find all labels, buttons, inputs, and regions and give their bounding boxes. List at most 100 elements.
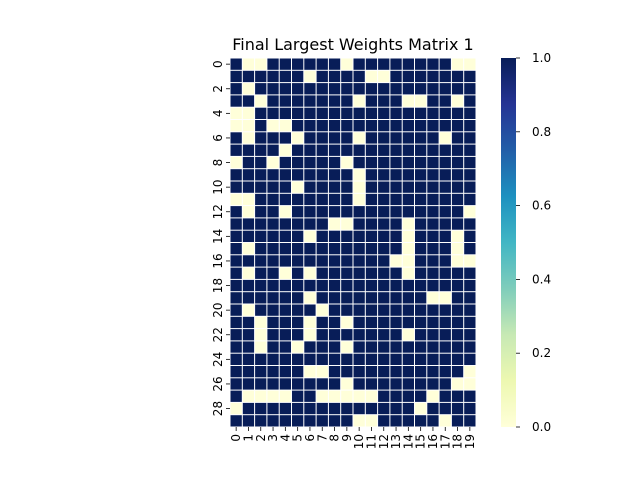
heatmap-cell [242,70,255,83]
heatmap-cell [427,304,439,316]
heatmap-cell [255,353,267,365]
heatmap-cell [255,255,267,267]
heatmap-cell [378,169,390,181]
heatmap-cell [427,230,439,242]
heatmap-cell [292,292,304,304]
heatmap-cell [279,366,291,378]
heatmap-cell [353,193,365,206]
heatmap-cell [230,156,242,169]
heatmap-cell [415,83,427,95]
heatmap-cell [365,255,378,267]
heatmap-cell [365,95,378,107]
heatmap-cell [390,415,402,427]
heatmap-cell [439,243,451,255]
heatmap-cell [267,243,279,255]
heatmap-cell [378,206,390,218]
heatmap-cell [279,169,291,181]
heatmap-cell [451,181,464,193]
heatmap-cell [341,169,353,181]
heatmap-cell [279,341,291,353]
heatmap-cell [415,144,427,156]
heatmap-cell [328,415,341,427]
heatmap-cell [341,255,353,267]
heatmap-cell [316,366,328,378]
heatmap-cell [341,267,353,279]
heatmap-cell [242,415,255,427]
heatmap-cell [439,70,451,83]
heatmap-cell [451,390,464,402]
heatmap-cell [451,304,464,316]
heatmap-cell [242,353,255,365]
heatmap-cell [378,58,390,70]
heatmap-cell [304,169,316,181]
heatmap-cell [415,120,427,132]
heatmap-cell [427,292,439,304]
heatmap-cell [439,120,451,132]
heatmap-cell [279,107,291,119]
heatmap-cell [328,58,341,70]
heatmap-cell [267,156,279,169]
heatmap-cell [292,181,304,193]
heatmap-cell [439,402,451,415]
heatmap-cell [365,366,378,378]
heatmap-cell [292,243,304,255]
heatmap-cell [316,341,328,353]
heatmap-cell [415,218,427,230]
heatmap-cell [242,144,255,156]
heatmap-cell [390,58,402,70]
heatmap-cell [255,329,267,341]
heatmap-cell [415,316,427,329]
heatmap-cell [316,206,328,218]
heatmap-cell [242,206,255,218]
heatmap-cell [353,58,365,70]
heatmap-cell [304,366,316,378]
heatmap-cell [365,181,378,193]
heatmap-cell [230,107,242,119]
heatmap-cell [230,415,242,427]
heatmap-cell [255,366,267,378]
heatmap-cell [439,267,451,279]
colorbar-tick-label: 1.0 [532,51,551,65]
colorbar-tick-label: 0.0 [532,420,551,434]
heatmap-cell [255,402,267,415]
heatmap-cell [427,267,439,279]
heatmap-cell [230,218,242,230]
heatmap-cell [304,181,316,193]
heatmap-cell [402,279,414,292]
heatmap-cell [451,230,464,242]
heatmap-cell [378,218,390,230]
heatmap-cell [427,341,439,353]
heatmap-cell [279,193,291,206]
heatmap-cell [279,83,291,95]
heatmap-cell [267,83,279,95]
x-tick-label: 9 [340,434,354,442]
x-tick-label: 11 [364,434,378,449]
heatmap-cell [279,402,291,415]
x-tick-label: 17 [438,434,452,449]
heatmap-cell [328,230,341,242]
heatmap-cell [390,95,402,107]
heatmap-cell [439,316,451,329]
heatmap-cell [402,181,414,193]
heatmap-cell [304,304,316,316]
heatmap-cell [279,279,291,292]
heatmap-cell [415,415,427,427]
heatmap-cell [378,316,390,329]
heatmap-cell [439,206,451,218]
heatmap-cell [378,193,390,206]
heatmap-cell [464,390,476,402]
heatmap-cell [415,58,427,70]
heatmap-cell [267,255,279,267]
heatmap-cell [242,378,255,390]
heatmap-cell [279,255,291,267]
heatmap-cell [365,329,378,341]
heatmap-cell [255,181,267,193]
heatmap-cell [415,181,427,193]
heatmap-cell [328,181,341,193]
heatmap-cell [328,402,341,415]
heatmap-cell [451,193,464,206]
heatmap-cell [316,279,328,292]
heatmap-cell [328,255,341,267]
heatmap-cell [304,341,316,353]
heatmap-cell [390,255,402,267]
